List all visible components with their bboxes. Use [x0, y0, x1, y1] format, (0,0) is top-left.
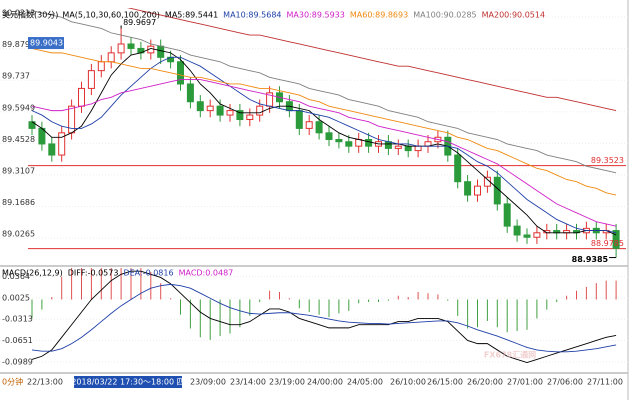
high-annotation: 89.9697 — [123, 18, 156, 27]
ma-line — [31, 47, 617, 236]
y-tick-label: -0.0989 — [2, 357, 33, 366]
candle-body — [503, 203, 511, 227]
candle-body — [365, 138, 373, 147]
candle-body — [127, 43, 135, 49]
candle-body — [87, 70, 95, 89]
chart-title: 美元指数(30分) — [2, 10, 58, 20]
candle-body — [384, 141, 392, 149]
candle-body — [295, 110, 303, 129]
candle-body — [186, 83, 194, 103]
candle-body — [513, 225, 521, 236]
candle-body — [236, 110, 244, 121]
y-tick-label: 89.1686 — [2, 198, 35, 207]
candle-body — [226, 110, 234, 116]
y-tick-label: 89.4528 — [2, 135, 35, 144]
ma-line — [31, 10, 617, 174]
x-tick-label: 24/05:00 — [347, 378, 383, 387]
price-line-label: 88.9785 — [591, 239, 624, 248]
candle-body — [335, 138, 343, 143]
candle-body — [305, 121, 313, 129]
x-tick-label: 22/13:00 — [27, 378, 63, 387]
ma-line — [126, 8, 617, 112]
candle-body — [315, 121, 323, 134]
candle-body — [256, 105, 264, 116]
candle-body — [107, 52, 115, 63]
y-tick-label: 89.0265 — [2, 230, 35, 239]
candle-body — [464, 181, 472, 196]
period-label: 0分钟 — [2, 377, 23, 387]
macd-title: MACD(26,12,9) — [2, 269, 63, 278]
macd-legend-item: DEA:-0.0816 — [123, 269, 173, 278]
x-tick-label: 23/09:00 — [190, 378, 226, 387]
candle-body — [196, 101, 204, 112]
diff-line — [31, 270, 617, 364]
price-line-label: 89.3523 — [591, 156, 624, 165]
candle-body — [246, 114, 254, 121]
y-tick-label: 89.737 — [2, 72, 30, 81]
x-tick-label: 23/19:00 — [269, 378, 305, 387]
y-tick-label: 0.0025 — [2, 293, 30, 302]
candle-body — [523, 234, 531, 238]
legend-item: MA30:89.5933 — [287, 11, 345, 20]
ma-line — [31, 79, 617, 227]
candle-body — [414, 145, 422, 152]
candle-body — [117, 43, 125, 54]
x-tick-label: 27/06:00 — [547, 378, 583, 387]
x-tick-label: 26/20:00 — [467, 378, 503, 387]
dea-line — [31, 283, 617, 353]
x-tick-label: 27/11:00 — [587, 378, 623, 387]
legend-item: MA10:89.5684 — [223, 11, 281, 20]
candle-body — [157, 45, 165, 58]
candle-body — [78, 87, 85, 107]
candle-body — [394, 145, 402, 149]
x-tick-label: 23/14:00 — [230, 378, 266, 387]
crosshair-value-box — [28, 37, 64, 50]
candle-body — [404, 145, 412, 152]
candle-body — [355, 138, 363, 147]
legend-item: MA100:90.0285 — [413, 11, 476, 20]
y-tick-label: 0.0364 — [2, 272, 30, 281]
watermark: FX678汇通网 — [484, 350, 536, 360]
x-tick-label: 24/00:00 — [307, 378, 343, 387]
ma-label: MA(5,10,30,60,100,200) — [62, 11, 160, 20]
y-tick-label: 89.5949 — [2, 103, 35, 112]
y-tick-label: 90.0213 — [2, 9, 35, 18]
candle-body — [48, 143, 56, 156]
y-tick-label: 89.3107 — [2, 166, 35, 175]
candle-body — [177, 61, 184, 85]
macd-legend-item: DIFF:-0.0573 — [68, 269, 119, 278]
macd-legend-item: MACD:0.0487 — [179, 269, 234, 278]
candle-body — [58, 132, 66, 156]
y-tick-label: 89.8792 — [2, 40, 35, 49]
ma-line — [31, 47, 617, 196]
legend-item: MA60:89.8693 — [350, 11, 408, 20]
candle-body — [206, 105, 214, 112]
candle-body — [216, 105, 224, 116]
candle-body — [345, 141, 353, 147]
x-tick-label: 26/10:00 — [390, 378, 426, 387]
candle-body — [454, 154, 462, 183]
x-tick-label: 27/01:00 — [507, 378, 543, 387]
low-annotation: 88.9385 — [572, 255, 609, 264]
crosshair-time: 2018/03/22 17:30～18:00 四 — [71, 378, 184, 387]
candle-body — [474, 185, 481, 196]
legend-item: MA200:90.0514 — [482, 11, 545, 20]
ma-line — [31, 56, 617, 234]
candle-body — [325, 132, 333, 140]
crosshair-value: 89.9043 — [30, 39, 63, 48]
x-tick-label: 26/15:00 — [427, 378, 463, 387]
candle-body — [612, 230, 620, 249]
y-tick-label: -0.0313 — [2, 315, 33, 324]
y-tick-label: -0.0651 — [2, 336, 33, 345]
crosshair-time-box — [74, 376, 182, 388]
legend-item: MA5:89.5441 — [165, 11, 218, 20]
candle-body — [533, 232, 541, 238]
candle-body — [97, 61, 105, 72]
